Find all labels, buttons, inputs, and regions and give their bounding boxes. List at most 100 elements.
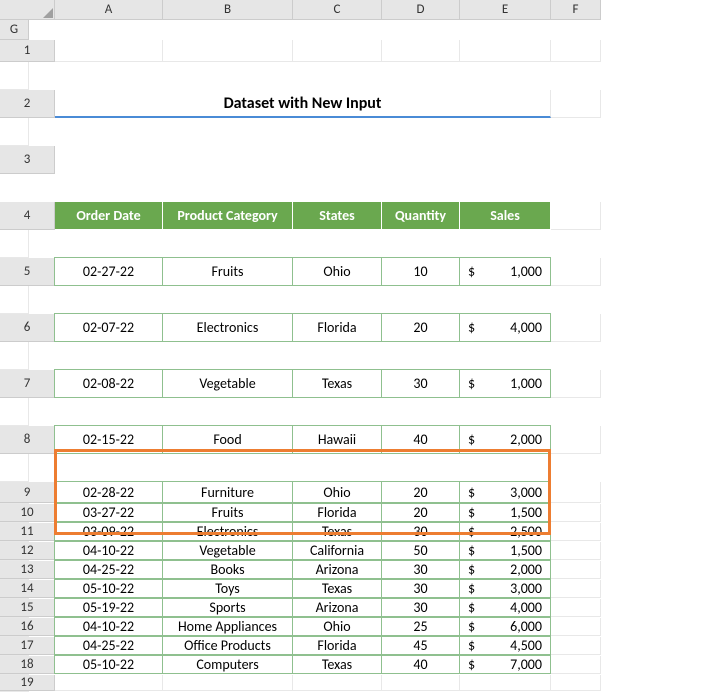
column-header-E[interactable]: E bbox=[460, 0, 551, 20]
cell-state[interactable]: California bbox=[292, 541, 382, 560]
empty-cell[interactable] bbox=[382, 146, 460, 174]
empty-cell[interactable] bbox=[551, 504, 601, 522]
empty-cell[interactable] bbox=[293, 675, 382, 691]
cell-state[interactable]: Florida bbox=[292, 313, 382, 342]
cell-qty[interactable]: 40 bbox=[381, 655, 460, 674]
empty-cell[interactable] bbox=[551, 656, 601, 674]
cell-state[interactable]: Arizona bbox=[292, 560, 382, 579]
cell-sales[interactable]: $4,000 bbox=[459, 313, 551, 342]
cell-date[interactable]: 02-15-22 bbox=[54, 425, 163, 454]
row-header-17[interactable]: 17 bbox=[0, 637, 55, 655]
cell-sales[interactable]: $3,000 bbox=[459, 579, 551, 598]
empty-cell[interactable] bbox=[0, 62, 29, 90]
empty-cell[interactable] bbox=[551, 146, 601, 174]
cell-qty[interactable]: 40 bbox=[381, 425, 460, 454]
column-header-B[interactable]: B bbox=[163, 0, 293, 20]
row-header-16[interactable]: 16 bbox=[0, 618, 55, 636]
cell-category[interactable]: Toys bbox=[162, 579, 293, 598]
cell-qty[interactable]: 30 bbox=[381, 598, 460, 617]
cell-date[interactable]: 04-10-22 bbox=[54, 617, 163, 636]
empty-cell[interactable] bbox=[163, 40, 293, 62]
cell-state[interactable]: Florida bbox=[292, 636, 382, 655]
cell-category[interactable]: Electronics bbox=[162, 522, 293, 541]
cell-category[interactable]: Fruits bbox=[162, 503, 293, 522]
cell-sales[interactable]: $7,000 bbox=[459, 655, 551, 674]
cell-sales[interactable]: $1,500 bbox=[459, 503, 551, 522]
cell-state[interactable]: Texas bbox=[292, 655, 382, 674]
empty-cell[interactable] bbox=[460, 675, 551, 691]
cell-state[interactable]: Ohio bbox=[292, 481, 382, 503]
cell-state[interactable]: Texas bbox=[292, 369, 382, 398]
cell-category[interactable]: Vegetable bbox=[162, 369, 293, 398]
row-header-4[interactable]: 4 bbox=[0, 202, 55, 230]
row-header-12[interactable]: 12 bbox=[0, 542, 55, 560]
cell-date[interactable]: 03-27-22 bbox=[54, 503, 163, 522]
empty-cell[interactable] bbox=[551, 618, 601, 636]
empty-cell[interactable] bbox=[163, 146, 293, 174]
cell-sales[interactable]: $2,000 bbox=[459, 425, 551, 454]
row-header-8[interactable]: 8 bbox=[0, 426, 55, 454]
cell-qty[interactable]: 25 bbox=[381, 617, 460, 636]
empty-cell[interactable] bbox=[551, 370, 601, 398]
cell-sales[interactable]: $2,500 bbox=[459, 522, 551, 541]
cell-date[interactable]: 04-25-22 bbox=[54, 560, 163, 579]
empty-cell[interactable] bbox=[460, 146, 551, 174]
cell-category[interactable]: Electronics bbox=[162, 313, 293, 342]
cell-qty[interactable]: 10 bbox=[381, 257, 460, 286]
cell-sales[interactable]: $1,500 bbox=[459, 541, 551, 560]
cell-date[interactable]: 05-19-22 bbox=[54, 598, 163, 617]
empty-cell[interactable] bbox=[460, 40, 551, 62]
cell-category[interactable]: Computers bbox=[162, 655, 293, 674]
empty-cell[interactable] bbox=[382, 675, 460, 691]
cell-state[interactable]: Texas bbox=[292, 579, 382, 598]
cell-date[interactable]: 02-27-22 bbox=[54, 257, 163, 286]
column-header-C[interactable]: C bbox=[293, 0, 382, 20]
row-header-15[interactable]: 15 bbox=[0, 599, 55, 617]
cell-sales[interactable]: $4,500 bbox=[459, 636, 551, 655]
cell-category[interactable]: Home Appliances bbox=[162, 617, 293, 636]
cell-date[interactable]: 04-10-22 bbox=[54, 541, 163, 560]
cell-sales[interactable]: $2,000 bbox=[459, 560, 551, 579]
empty-cell[interactable] bbox=[382, 40, 460, 62]
cell-sales[interactable]: $6,000 bbox=[459, 617, 551, 636]
cell-state[interactable]: Ohio bbox=[292, 617, 382, 636]
row-header-13[interactable]: 13 bbox=[0, 561, 55, 579]
empty-cell[interactable] bbox=[551, 523, 601, 541]
row-header-1[interactable]: 1 bbox=[0, 40, 55, 62]
cell-qty[interactable]: 50 bbox=[381, 541, 460, 560]
row-header-11[interactable]: 11 bbox=[0, 523, 55, 541]
empty-cell[interactable] bbox=[0, 342, 29, 370]
empty-cell[interactable] bbox=[551, 426, 601, 454]
empty-cell[interactable] bbox=[293, 40, 382, 62]
cell-qty[interactable]: 20 bbox=[381, 313, 460, 342]
row-header-2[interactable]: 2 bbox=[0, 90, 55, 118]
cell-qty[interactable]: 20 bbox=[381, 481, 460, 503]
empty-cell[interactable] bbox=[551, 561, 601, 579]
empty-cell[interactable] bbox=[551, 258, 601, 286]
cell-category[interactable]: Vegetable bbox=[162, 541, 293, 560]
row-header-10[interactable]: 10 bbox=[0, 504, 55, 522]
empty-cell[interactable] bbox=[551, 202, 601, 230]
cell-state[interactable]: Arizona bbox=[292, 598, 382, 617]
row-header-18[interactable]: 18 bbox=[0, 656, 55, 674]
empty-cell[interactable] bbox=[55, 146, 163, 174]
cell-date[interactable]: 02-28-22 bbox=[54, 481, 163, 503]
cell-category[interactable]: Office Products bbox=[162, 636, 293, 655]
empty-cell[interactable] bbox=[0, 398, 29, 426]
cell-qty[interactable]: 20 bbox=[381, 503, 460, 522]
cell-state[interactable]: Texas bbox=[292, 522, 382, 541]
empty-cell[interactable] bbox=[551, 482, 601, 503]
row-header-6[interactable]: 6 bbox=[0, 314, 55, 342]
row-header-5[interactable]: 5 bbox=[0, 258, 55, 286]
cell-category[interactable]: Books bbox=[162, 560, 293, 579]
empty-cell[interactable] bbox=[0, 454, 29, 482]
cell-category[interactable]: Furniture bbox=[162, 481, 293, 503]
empty-cell[interactable] bbox=[551, 40, 601, 62]
empty-cell[interactable] bbox=[0, 174, 29, 202]
empty-cell[interactable] bbox=[0, 286, 29, 314]
cell-state[interactable]: Hawaii bbox=[292, 425, 382, 454]
empty-cell[interactable] bbox=[551, 542, 601, 560]
cell-qty[interactable]: 30 bbox=[381, 579, 460, 598]
cell-sales[interactable]: $1,000 bbox=[459, 369, 551, 398]
cell-state[interactable]: Ohio bbox=[292, 257, 382, 286]
